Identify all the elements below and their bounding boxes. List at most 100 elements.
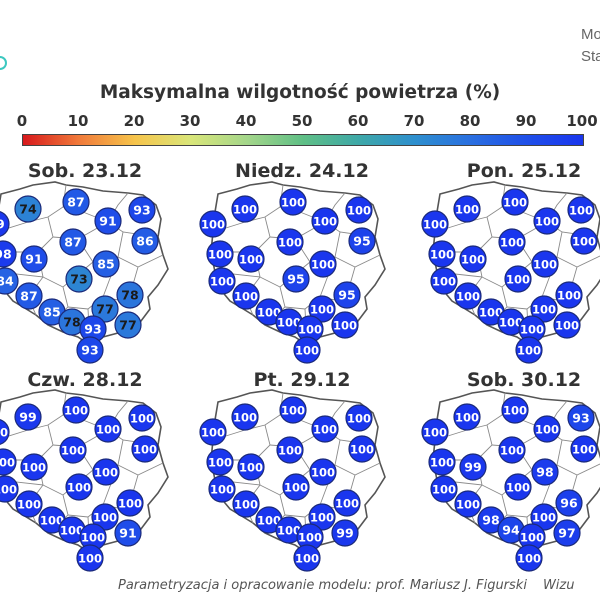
station-marker <box>65 265 93 293</box>
station-marker <box>501 396 529 424</box>
station-value-label: 87 <box>64 235 81 250</box>
footer-credit: Parametryzacja i opracowanie modelu: pro… <box>118 578 574 593</box>
station-value-label: 91 <box>119 526 136 541</box>
station-value-label: 87 <box>20 289 37 304</box>
station-marker <box>15 282 43 310</box>
station-value-label: 100 <box>313 215 337 229</box>
station-value-label: 93 <box>572 411 589 426</box>
station-value-label: 100 <box>532 511 556 525</box>
station-value-label: 78 <box>63 315 80 330</box>
station-value-label: 100 <box>506 273 530 287</box>
station-value-label: 100 <box>67 481 91 495</box>
station-marker <box>0 240 17 268</box>
station-marker <box>208 475 236 503</box>
panel-title: Pon. 25.12 <box>466 160 582 182</box>
station-value-label: 98 <box>536 465 553 480</box>
station-value-label: 100 <box>503 404 527 418</box>
region-border <box>0 424 54 461</box>
station-value-label: 100 <box>455 203 479 217</box>
station-marker <box>206 240 234 268</box>
station-marker <box>331 311 359 339</box>
station-marker <box>453 403 481 431</box>
station-marker <box>553 311 581 339</box>
station-marker <box>276 228 304 256</box>
station-value-label: 100 <box>278 444 302 458</box>
station-value-label: 87 <box>67 195 84 210</box>
station-marker <box>459 245 487 273</box>
scale-tick-label: 60 <box>347 112 369 130</box>
station-value-label: 84 <box>0 274 14 289</box>
station-value-label: 100 <box>500 236 524 250</box>
station-marker <box>0 448 17 476</box>
footer-credit-tail: Wizu <box>542 578 575 593</box>
station-value-label: 98 <box>482 513 499 528</box>
station-value-label: 100 <box>284 481 308 495</box>
station-value-label: 100 <box>93 511 117 525</box>
station-marker <box>237 453 265 481</box>
station-marker <box>116 489 144 517</box>
station-value-label: 100 <box>94 466 118 480</box>
station-value-label: 100 <box>295 552 319 566</box>
station-value-label: 100 <box>40 514 64 528</box>
station-marker <box>348 227 376 255</box>
station-marker <box>454 282 482 310</box>
station-value-label: 100 <box>277 524 301 538</box>
footer-credit-text: Parametryzacja i opracowanie modelu: pro… <box>118 578 527 593</box>
station-value-label: 100 <box>569 204 593 218</box>
station-value-label: 100 <box>233 411 257 425</box>
station-marker <box>570 227 598 255</box>
station-value-label: 100 <box>333 319 357 333</box>
station-marker <box>533 415 561 443</box>
station-value-label: 100 <box>208 248 232 262</box>
station-value-label: 99 <box>19 410 36 425</box>
station-value-label: 85 <box>97 257 114 272</box>
station-value-label: 100 <box>257 306 281 320</box>
station-marker <box>311 415 339 443</box>
station-marker <box>453 195 481 223</box>
station-marker <box>515 336 543 364</box>
station-value-label: 100 <box>22 461 46 475</box>
station-value-label: 93 <box>81 343 98 358</box>
station-marker <box>76 544 104 572</box>
station-marker <box>94 415 122 443</box>
station-value-label: 100 <box>257 514 281 528</box>
station-marker <box>131 227 159 255</box>
station-marker <box>59 228 87 256</box>
station-value-label: 93 <box>84 322 101 337</box>
station-value-label: 85 <box>43 305 60 320</box>
header-right-text: Mo Sta <box>581 24 600 68</box>
station-marker <box>421 210 449 238</box>
station-marker <box>0 419 10 445</box>
scale-tick-label: 80 <box>459 112 481 130</box>
station-value-label: 100 <box>201 426 225 440</box>
station-marker <box>501 188 529 216</box>
station-value-label: 100 <box>350 443 374 457</box>
station-value-label: 100 <box>281 404 305 418</box>
station-marker <box>555 489 583 517</box>
station-marker <box>567 196 595 224</box>
station-value-label: 100 <box>130 412 154 426</box>
station-marker <box>498 228 526 256</box>
station-marker <box>232 490 260 518</box>
scale-tick-label: 40 <box>235 112 257 130</box>
station-marker <box>308 295 336 323</box>
station-marker <box>308 503 336 531</box>
station-marker <box>206 448 234 476</box>
station-marker <box>430 475 458 503</box>
station-marker <box>282 473 310 501</box>
station-marker <box>20 453 48 481</box>
station-value-label: 100 <box>517 552 541 566</box>
station-value-label: 73 <box>70 272 87 287</box>
station-value-label: 100 <box>555 319 579 333</box>
station-value-label: 86 <box>136 234 154 249</box>
scale-tick-label: 90 <box>515 112 537 130</box>
station-marker <box>114 311 142 339</box>
station-marker <box>208 267 236 295</box>
station-value-label: 77 <box>96 302 113 317</box>
station-value-label: 100 <box>432 483 456 497</box>
station-value-label: 100 <box>278 236 302 250</box>
station-marker <box>92 458 120 486</box>
station-marker <box>279 396 307 424</box>
